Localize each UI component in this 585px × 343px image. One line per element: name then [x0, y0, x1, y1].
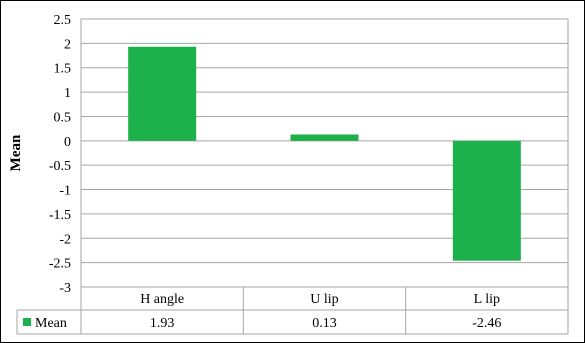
- y-tick-label: 0: [64, 135, 71, 150]
- y-tick-label: 1.5: [54, 62, 72, 77]
- y-tick-label: -2.5: [49, 257, 71, 272]
- y-tick-label: -1: [59, 184, 71, 199]
- data-table: H angle 1.93 U lip 0.13 L lip -2.46 Mean: [16, 286, 569, 335]
- bar: [452, 140, 521, 261]
- y-axis-label: Mean: [8, 134, 24, 171]
- y-tick-label: 2.5: [54, 13, 72, 28]
- bar: [128, 46, 197, 141]
- legend-label: Mean: [35, 316, 67, 331]
- bar: [290, 134, 359, 141]
- category-label: U lip: [310, 292, 338, 307]
- category-label: L lip: [474, 292, 500, 307]
- y-tick-label: -2: [59, 232, 71, 247]
- data-table-value: -2.46: [472, 316, 501, 331]
- y-tick-labels: 2.5 2 1.5 1 0.5 0 -0.5 -1 -1.5 -2 -2.5 -3: [49, 13, 71, 296]
- y-tick-label: -3: [59, 281, 71, 296]
- data-table-value: 1.93: [150, 316, 175, 331]
- category-label: H angle: [140, 292, 184, 307]
- legend-key: [23, 318, 31, 326]
- data-table-value: 0.13: [312, 316, 337, 331]
- y-tick-label: 1: [64, 86, 71, 101]
- y-tick-label: 0.5: [54, 110, 72, 125]
- y-tick-label: -0.5: [49, 159, 71, 174]
- y-tick-label: -1.5: [49, 208, 71, 223]
- y-tick-label: 2: [64, 37, 71, 52]
- bars: [128, 46, 521, 261]
